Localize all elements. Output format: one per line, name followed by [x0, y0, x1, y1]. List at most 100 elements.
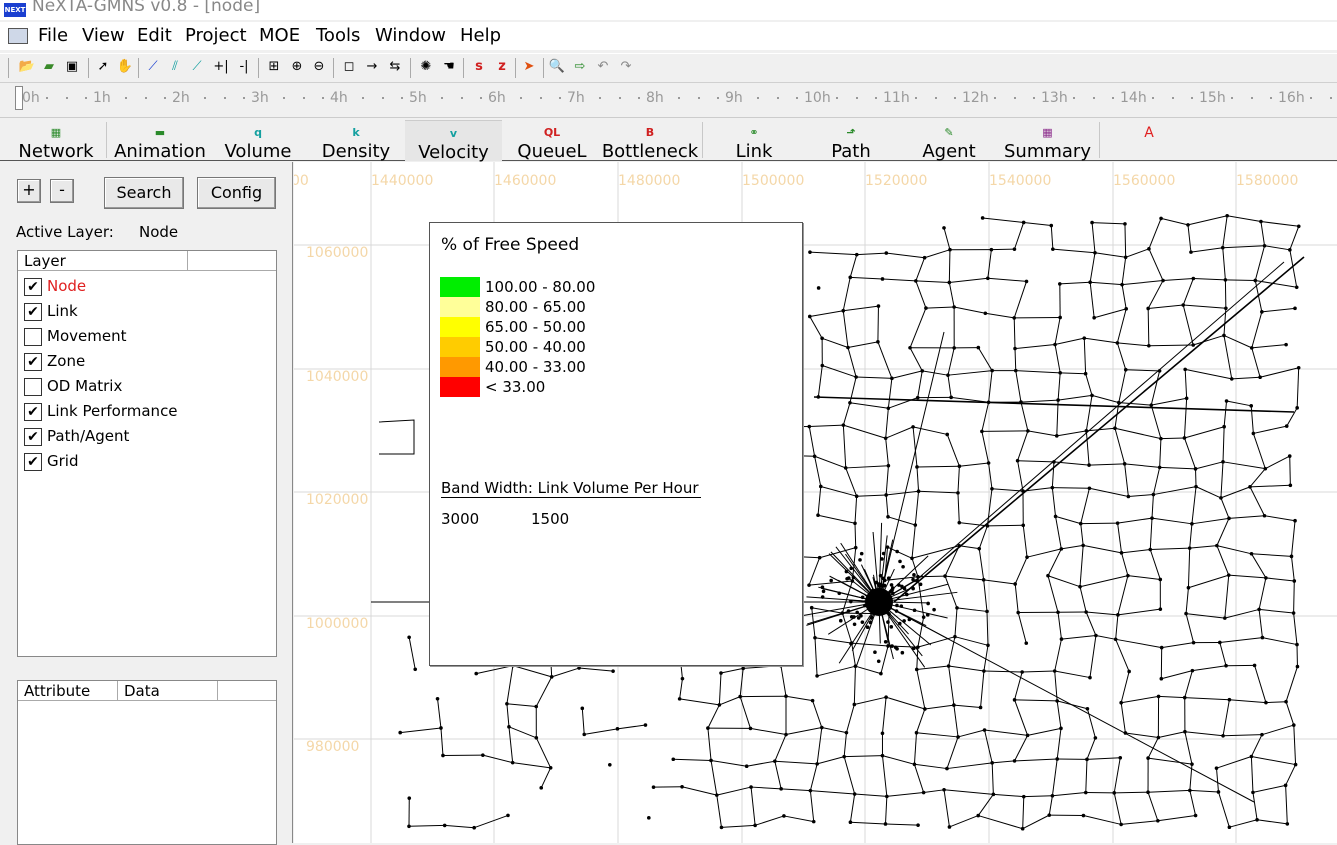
network-node [881, 754, 885, 758]
road-link [474, 815, 508, 827]
layer-column-header[interactable]: Layer [18, 251, 188, 271]
zone-checkbox[interactable]: ✔ [24, 353, 42, 371]
road-link [1190, 790, 1219, 792]
road-link [536, 738, 550, 768]
road-link [1185, 732, 1192, 764]
menu-tools[interactable]: Tools [316, 25, 360, 46]
network-node [848, 276, 852, 280]
road-link [1220, 642, 1226, 665]
time-tick-mark [85, 97, 87, 99]
hand-icon[interactable]: ☚ [440, 58, 458, 76]
bottleneck-b-icon: B [600, 124, 700, 142]
network-node [837, 591, 841, 595]
menu-window[interactable]: Window [375, 25, 446, 46]
s-icon[interactable]: s [470, 58, 488, 76]
road-link [1162, 643, 1194, 648]
document-icon[interactable] [8, 28, 28, 44]
zoom-region-icon[interactable]: ⊕ [288, 58, 306, 76]
play-icon[interactable]: ➤ [520, 58, 538, 76]
draw-link-icon[interactable]: ⟋ [144, 58, 162, 76]
zoom-out-button[interactable]: - [50, 179, 74, 203]
movement-checkbox[interactable] [24, 328, 42, 346]
config-button[interactable]: Config [197, 177, 276, 209]
menu-file[interactable]: File [38, 25, 68, 46]
road-link [855, 666, 880, 673]
od-matrix-checkbox[interactable] [24, 378, 42, 396]
tab-network[interactable]: ▦Network [12, 120, 100, 160]
save-icon[interactable]: ▣ [63, 58, 81, 76]
road-link [1229, 700, 1266, 703]
attribute-column-header[interactable]: Attribute [18, 681, 118, 701]
menu-view[interactable]: View [82, 25, 125, 46]
menu-help[interactable]: Help [460, 25, 501, 46]
menu-edit[interactable]: Edit [137, 25, 172, 46]
search-icon[interactable]: 🔍 [548, 58, 566, 76]
tab-animation[interactable]: ▬Animation [110, 120, 210, 160]
network-node [884, 493, 888, 497]
road-link [775, 761, 781, 789]
road-link [878, 342, 892, 379]
draw-link-2-icon[interactable]: ⫽ [166, 58, 184, 76]
data-column-header[interactable]: Data [118, 681, 218, 701]
fit-icon[interactable]: ⊞ [265, 58, 283, 76]
network-node [891, 592, 895, 596]
network-node [982, 669, 986, 673]
network-node [881, 731, 885, 735]
bomb-icon[interactable]: ✺ [417, 58, 435, 76]
network-node [947, 664, 951, 668]
network-node [1120, 551, 1124, 555]
road-link [984, 580, 987, 612]
split-2-icon[interactable]: -| [235, 58, 253, 76]
road-link [1150, 550, 1160, 580]
swap-icon[interactable]: ⇆ [386, 58, 404, 76]
tab-summary[interactable]: ▦Summary [1000, 120, 1095, 160]
link-checkbox[interactable]: ✔ [24, 303, 42, 321]
road-link [917, 709, 925, 733]
road-link [887, 793, 924, 797]
node-checkbox[interactable]: ✔ [24, 278, 42, 296]
node-icon[interactable]: ◻ [340, 58, 358, 76]
export-icon[interactable]: ⇨ [571, 58, 589, 76]
menu-moe[interactable]: MOE [259, 25, 300, 46]
arrow-right-icon[interactable]: → [363, 58, 381, 76]
pan-hand-icon[interactable]: ✋ [116, 58, 134, 76]
tab-link[interactable]: ⚭Link [708, 120, 800, 160]
tab-annotation[interactable]: A [1103, 120, 1195, 160]
road-link [784, 816, 814, 822]
road-link [1090, 253, 1095, 282]
search-button[interactable]: Search [104, 177, 184, 209]
zoom-in-button[interactable]: + [17, 179, 41, 203]
network-node [1191, 343, 1195, 347]
zoom-out-icon[interactable]: ⊖ [310, 58, 328, 76]
tab-agent[interactable]: ✎Agent [903, 120, 995, 160]
road-link [1253, 785, 1286, 792]
network-node [1124, 368, 1128, 372]
network-node [1079, 522, 1083, 526]
network-node [1094, 736, 1098, 740]
grid-checkbox[interactable]: ✔ [24, 453, 42, 471]
tab-path[interactable]: ⬏Path [805, 120, 897, 160]
split-icon[interactable]: +| [212, 58, 230, 76]
new-icon[interactable]: 📂 [18, 58, 36, 76]
draw-link-3-icon[interactable]: ⟋ [188, 58, 206, 76]
link-performance-checkbox[interactable]: ✔ [24, 403, 42, 421]
network-node [1222, 334, 1226, 338]
network-node [1194, 814, 1198, 818]
time-tick-mark [836, 97, 838, 99]
redo-icon[interactable]: ↷ [617, 58, 635, 76]
road-link [1150, 518, 1152, 549]
menu-project[interactable]: Project [185, 25, 247, 46]
z-icon[interactable]: z [493, 58, 511, 76]
network-node [1090, 394, 1094, 398]
network-node [948, 248, 952, 252]
undo-icon[interactable]: ↶ [594, 58, 612, 76]
select-icon[interactable]: ➚ [94, 58, 112, 76]
path-agent-checkbox[interactable]: ✔ [24, 428, 42, 446]
open-icon[interactable]: ▰ [40, 58, 58, 76]
